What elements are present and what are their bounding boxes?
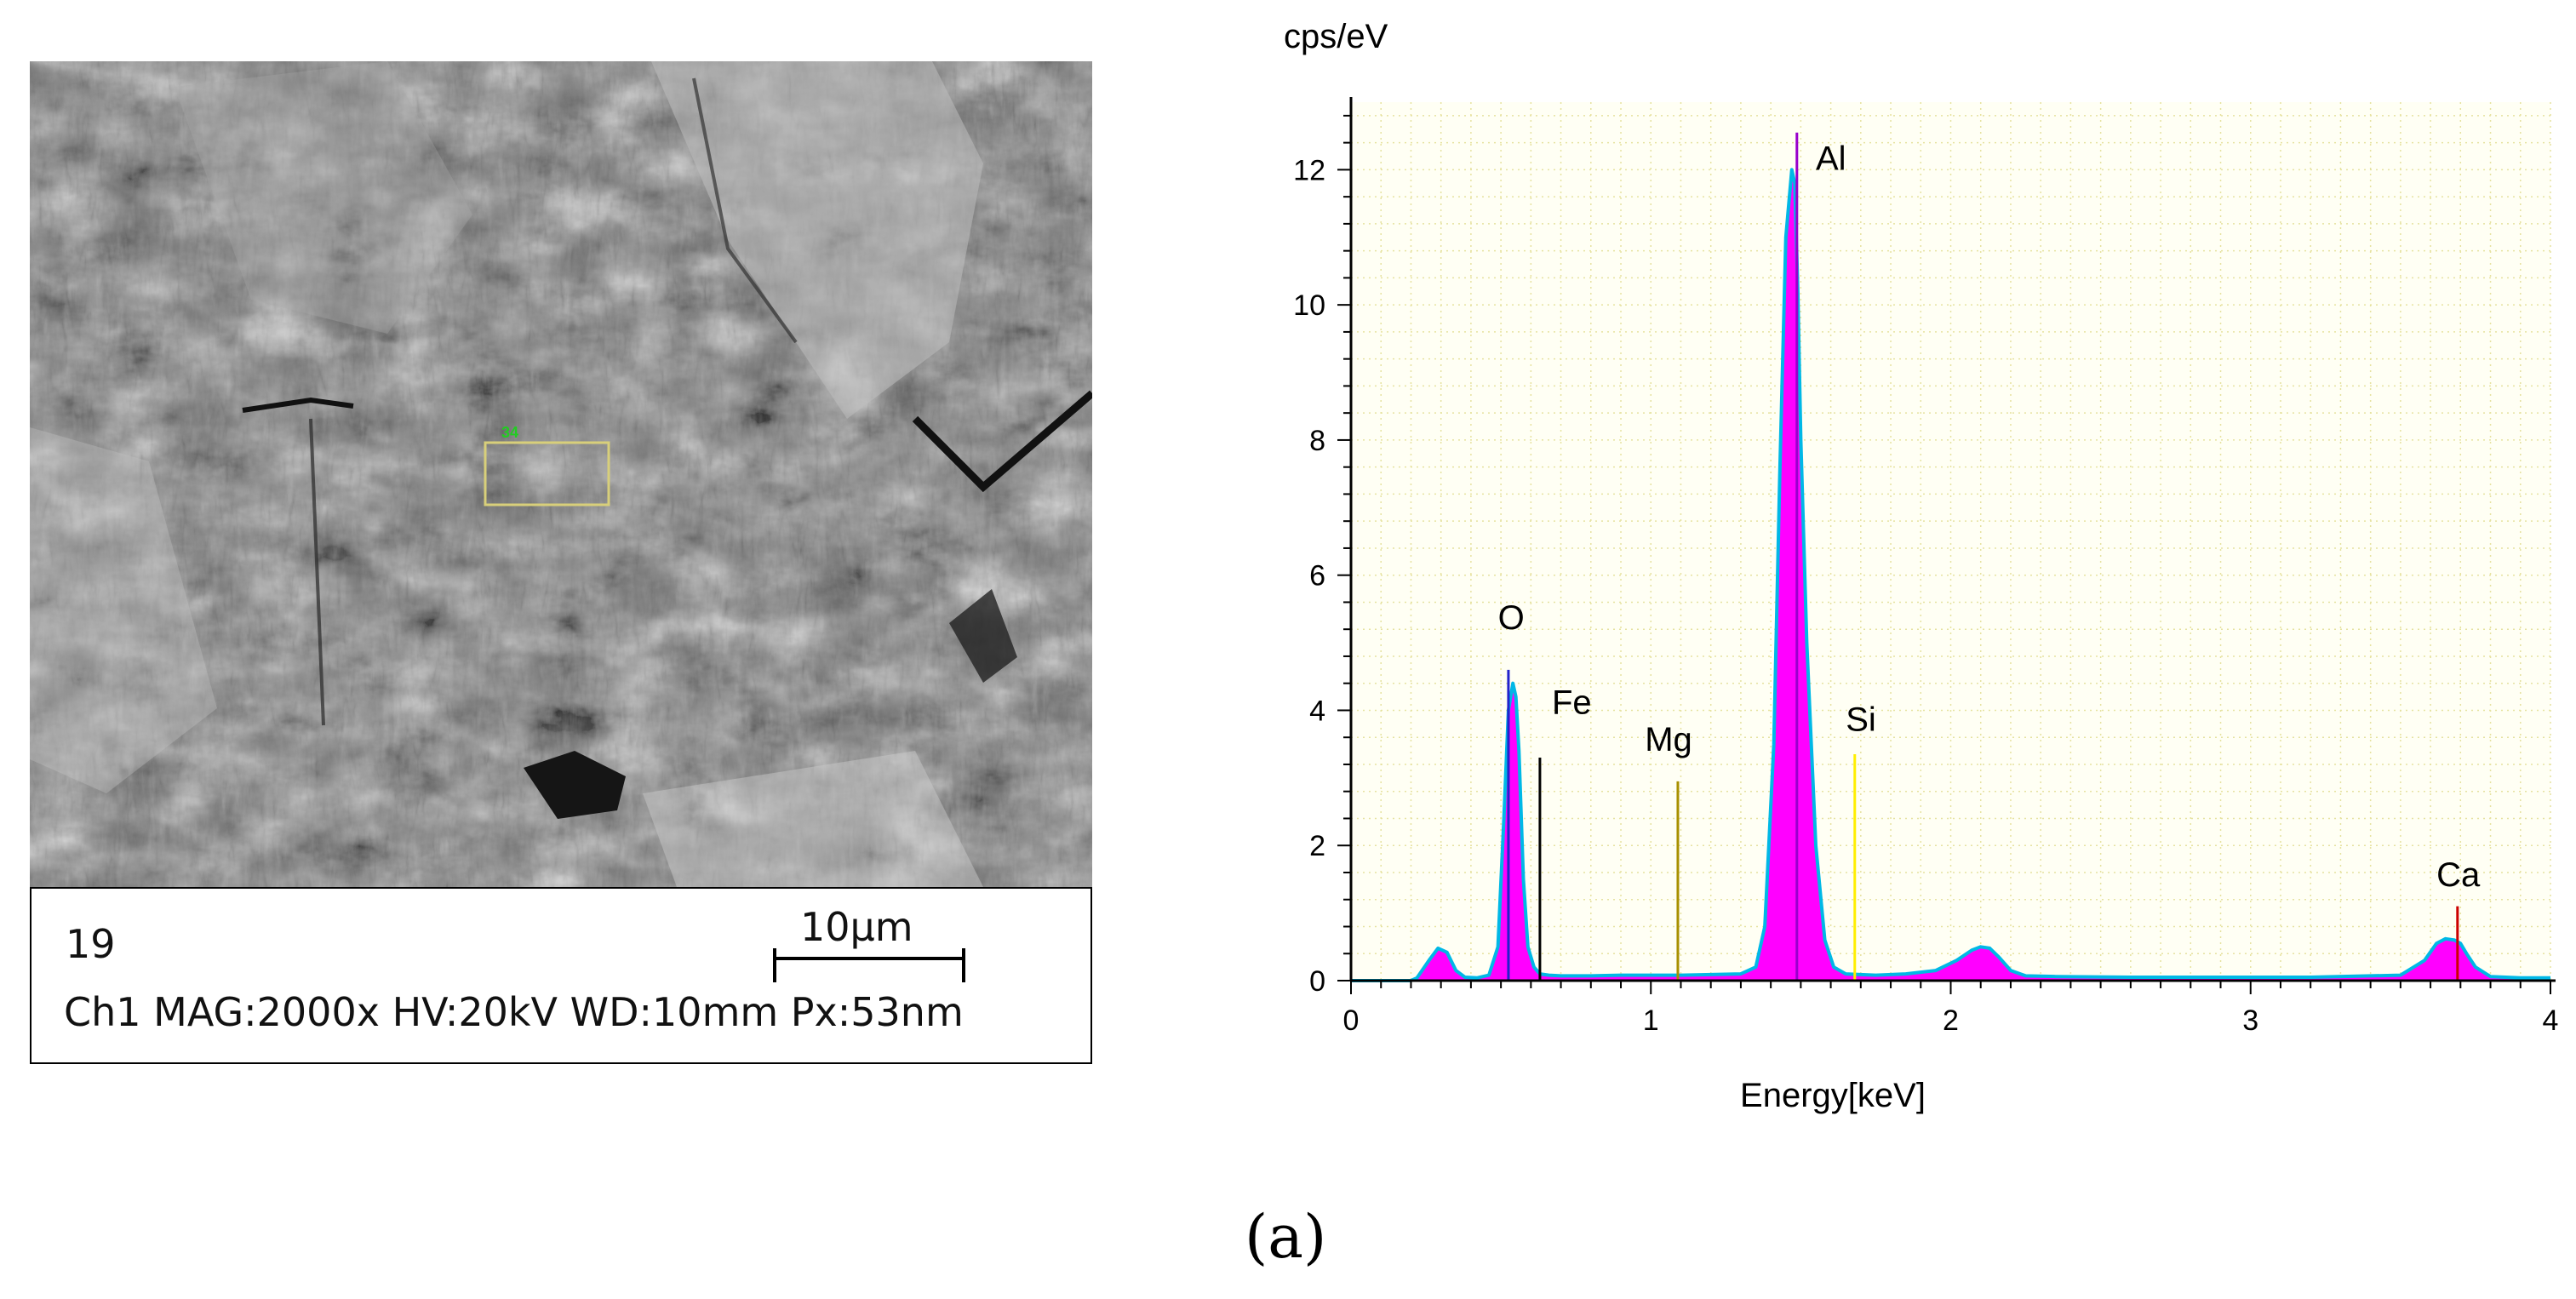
element-label: Fe [1552,684,1592,721]
element-label: O [1498,599,1525,637]
spectrum-series [1351,168,2550,982]
roi-label: 34 [501,424,518,441]
scale-bar [773,948,965,982]
plot-background [1351,102,2550,981]
element-markers: O Fe Mg Al Si Ca [1498,132,2481,981]
y-tick-label: 2 [1309,830,1325,862]
y-axis-label: cps/eV [1284,18,1388,55]
element-label: Ca [2436,856,2481,894]
y-tick-label: 12 [1293,154,1325,186]
sem-info-box: 19 Ch1 MAG:2000x HV:20kV WD:10mm Px:53nm… [30,887,1092,1064]
x-tick-label: 4 [2543,1004,2559,1037]
x-axis-label: Energy[keV] [1740,1077,1926,1114]
frame-number: 19 [66,921,116,967]
y-tick-label: 8 [1309,425,1325,457]
spectrum-outline [1351,168,2550,982]
x-tick-label: 3 [2242,1004,2258,1037]
element-label: Si [1846,701,1876,738]
y-tick-label: 0 [1309,965,1325,998]
y-tick-label: 4 [1309,695,1325,727]
x-tick-label: 1 [1643,1004,1659,1037]
figure-caption: (a) [1245,1202,1327,1272]
chart-grid [1350,102,2551,981]
x-tick-label: 0 [1343,1004,1360,1037]
y-tick-label: 10 [1293,289,1325,322]
acquisition-info: Ch1 MAG:2000x HV:20kV WD:10mm Px:53nm [64,989,964,1035]
roi-box [484,441,610,506]
element-label: Al [1816,140,1846,177]
sem-panel: 34 19 Ch1 MAG:2000x HV:20kV WD:10mm Px:5… [30,61,1092,1064]
y-tick-label: 6 [1309,560,1325,592]
chart-axes [1337,97,2556,994]
sem-micrograph: 34 [30,61,1092,887]
scale-bar-label: 10µm [800,904,913,950]
sem-micrograph-graphic: 34 [30,61,1092,887]
element-label: Mg [1645,721,1692,758]
x-tick-label: 2 [1943,1004,1959,1037]
